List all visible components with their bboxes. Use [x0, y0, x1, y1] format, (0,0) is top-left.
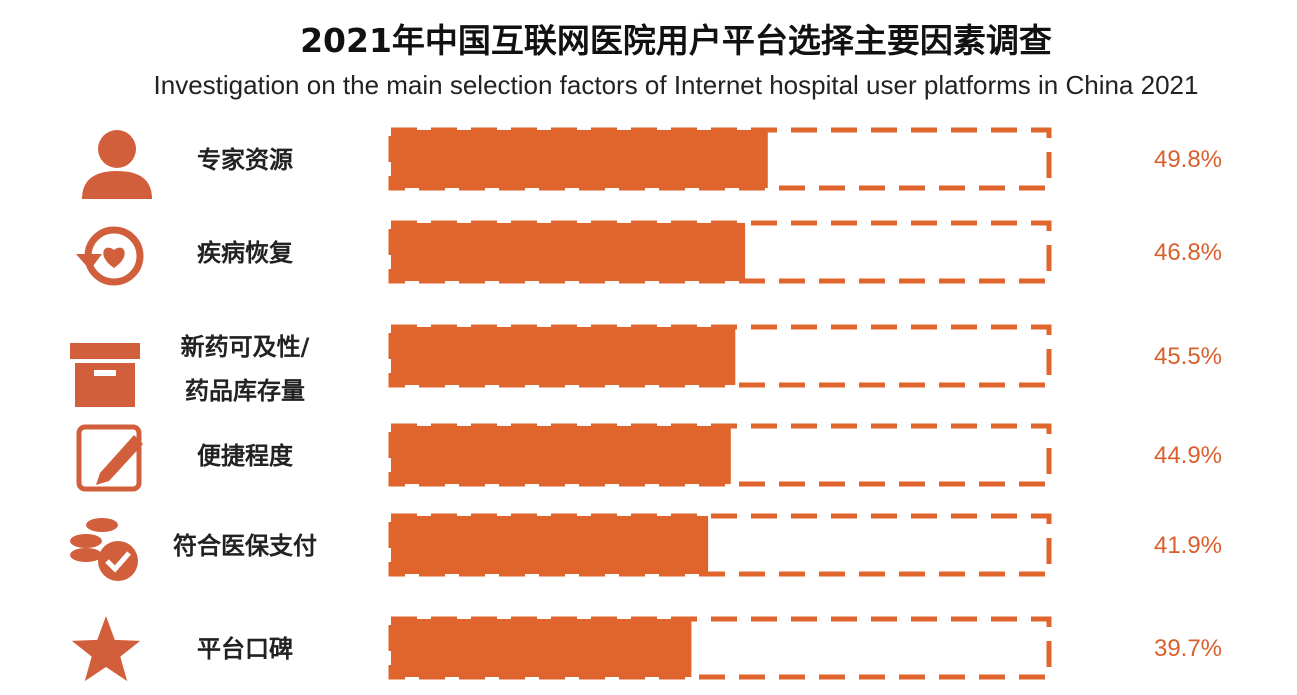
bar	[391, 516, 709, 574]
data-label: 49.8%	[1154, 146, 1222, 173]
category-label: 专家资源	[197, 146, 293, 174]
category-label: 平台口碑	[197, 635, 293, 663]
data-label: 41.9%	[1154, 532, 1222, 559]
recovery-clock-icon	[76, 226, 144, 286]
coins-check-icon	[70, 518, 138, 581]
bar	[391, 619, 692, 677]
category-label: 疾病恢复	[197, 239, 294, 267]
bar	[391, 426, 731, 484]
star-icon	[71, 616, 141, 682]
bar	[391, 327, 736, 385]
person-icon	[82, 130, 152, 199]
category-label: 便捷程度	[197, 442, 294, 470]
data-label: 44.9%	[1154, 442, 1222, 469]
box-icon	[70, 343, 140, 407]
data-label: 46.8%	[1154, 239, 1222, 266]
category-label: 符合医保支付	[173, 532, 317, 560]
data-label: 39.7%	[1154, 635, 1222, 662]
category-label: 新药可及性/药品库存量	[181, 333, 310, 405]
bar	[391, 130, 768, 188]
edit-pencil-icon	[76, 424, 143, 492]
chart-subtitle: Investigation on the main selection fact…	[153, 70, 1199, 100]
bar	[391, 223, 746, 281]
data-label: 45.5%	[1154, 343, 1222, 370]
chart-title: 2021年中国互联网医院用户平台选择主要因素调查	[300, 21, 1052, 60]
